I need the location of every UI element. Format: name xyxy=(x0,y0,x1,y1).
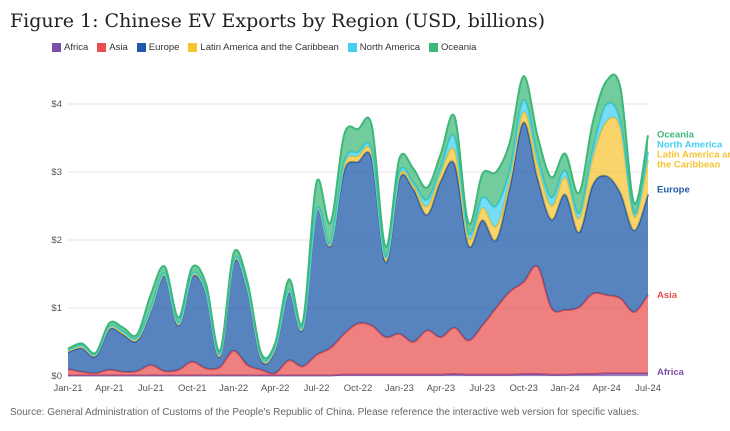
x-tick-label: Oct-23 xyxy=(509,383,538,394)
legend-label-north-america: North America xyxy=(359,42,420,53)
x-tick-label: Jul-24 xyxy=(635,383,661,394)
x-tick-label: Apr-21 xyxy=(95,383,124,394)
legend-swatch-asia xyxy=(97,43,107,52)
legend-item-europe: Europe xyxy=(136,42,180,53)
legend-item-latin-america-and-the-caribbean: Latin America and the Caribbean xyxy=(188,42,339,53)
series-line-oceania xyxy=(67,73,649,360)
legend-label-africa: Africa xyxy=(64,42,89,53)
x-tick-label: Jul-22 xyxy=(304,383,330,394)
legend-item-north-america: North America xyxy=(347,42,420,53)
legend-label-oceania: Oceania xyxy=(440,42,477,53)
legend-label-latin-america-and-the-caribbean: Latin America and the Caribbean xyxy=(200,42,339,53)
end-label-north-america: North America xyxy=(657,139,723,150)
legend-swatch-oceania xyxy=(428,43,438,52)
stacked-area-chart: $0 $1 $2 $3 $4 Jan-21 Apr-21 Jul-21 Oct-21 Jan-2… xyxy=(51,73,730,394)
legend-swatch-latin-america-and-the-caribbean xyxy=(188,43,198,52)
legend-label-europe: Europe xyxy=(148,42,180,53)
y-tick-label: $1 xyxy=(51,303,62,314)
end-label-africa: Africa xyxy=(657,367,685,378)
source-note: Source: General Administration of Custom… xyxy=(10,407,640,418)
x-tick-label: Jan-22 xyxy=(219,383,248,394)
y-tick-label: $3 xyxy=(51,167,62,178)
x-tick-label: Jan-23 xyxy=(385,383,414,394)
area-oceania xyxy=(68,74,648,362)
chart-title: Figure 1: Chinese EV Exports by Region (… xyxy=(10,10,546,32)
legend-label-asia: Asia xyxy=(109,42,128,53)
legend-item-africa: Africa xyxy=(52,42,88,53)
legend-swatch-north-america xyxy=(347,43,357,52)
legend-item-asia: Asia xyxy=(97,42,128,53)
area-asia xyxy=(68,265,648,376)
x-tick-label: Jul-21 xyxy=(138,383,164,394)
legend-swatch-africa xyxy=(52,43,61,52)
x-tick-label: Oct-21 xyxy=(178,383,207,394)
y-tick-label: $4 xyxy=(51,99,62,110)
x-tick-label: Jul-23 xyxy=(469,383,495,394)
end-label-oceania: Oceania xyxy=(657,129,695,140)
y-tick-label: $0 xyxy=(51,371,62,382)
x-tick-label: Jan-24 xyxy=(551,383,580,394)
x-tick-label: Apr-22 xyxy=(261,383,290,394)
x-tick-label: Jan-21 xyxy=(53,383,82,394)
x-tick-label: Apr-23 xyxy=(427,383,456,394)
x-tick-label: Oct-22 xyxy=(344,383,373,394)
end-label-europe: Europe xyxy=(657,184,690,195)
legend-item-oceania: Oceania xyxy=(428,42,477,53)
y-tick-label: $2 xyxy=(51,235,62,246)
legend: Africa Asia Europe Latin America and the Ca… xyxy=(52,42,476,53)
end-label-asia: Asia xyxy=(657,290,678,301)
x-tick-label: Apr-24 xyxy=(592,383,621,394)
area-europe xyxy=(68,122,648,374)
legend-swatch-europe xyxy=(136,43,146,52)
